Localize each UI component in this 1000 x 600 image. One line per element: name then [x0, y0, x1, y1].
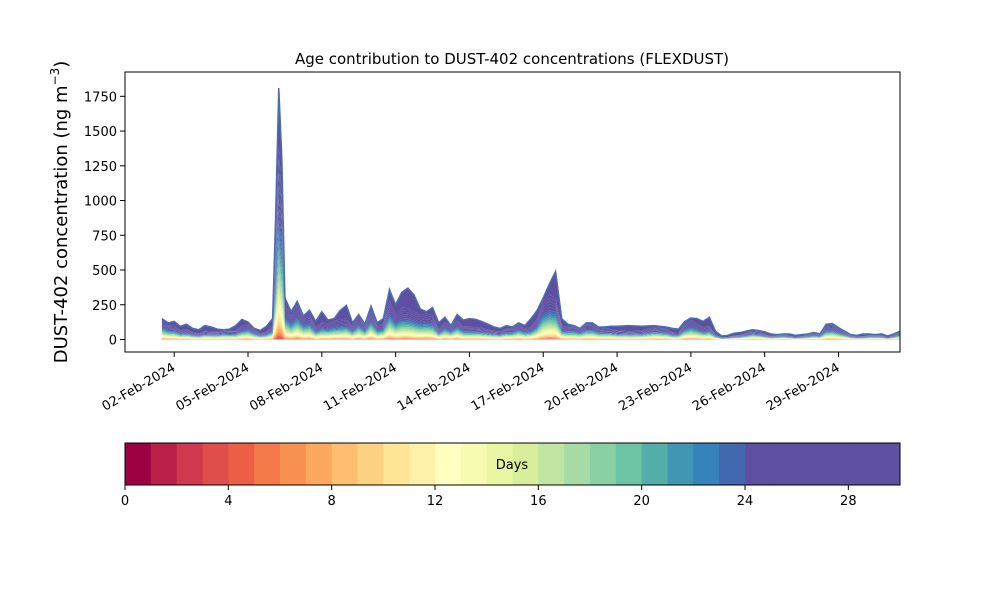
colorbar-swatch: [848, 443, 875, 485]
colorbar-swatch: [150, 443, 178, 485]
y-axis-label-sup: −3: [48, 68, 62, 86]
colorbar-tick-label: 8: [328, 494, 336, 509]
colorbar-swatch: [693, 443, 720, 485]
colorbar-axis: 0 4 8 12 16 20 24 28: [121, 485, 857, 509]
colorbar-swatch: [590, 443, 617, 485]
colorbar-tick-label: 28: [840, 494, 857, 509]
colorbar-swatch: [512, 443, 539, 485]
colorbar-swatch: [460, 443, 488, 485]
y-tick-label: 0: [109, 333, 117, 348]
x-tick-label: 23-Feb-2024: [616, 360, 695, 414]
colorbar-swatch: [538, 443, 565, 485]
colorbar-swatch: [796, 443, 823, 485]
chart-title: Age contribution to DUST-402 concentrati…: [295, 50, 729, 68]
plot-area: [161, 87, 900, 340]
x-tick-label: 08-Feb-2024: [247, 360, 326, 414]
colorbar-tick-label: 20: [633, 494, 650, 509]
total-series-line: [161, 87, 900, 337]
y-axis: 0 250 500 750 1000 1250 1500 1750: [84, 90, 125, 348]
x-tick-label: 20-Feb-2024: [543, 360, 622, 414]
colorbar-swatch: [305, 443, 333, 485]
colorbar-tick-label: 4: [224, 494, 232, 509]
y-tick-label: 1750: [84, 90, 117, 105]
y-tick-label: 750: [92, 229, 117, 244]
svg-text:DUST-402 concentration (ng m−3: DUST-402 concentration (ng m−3): [48, 61, 72, 364]
colorbar-swatch: [745, 443, 772, 485]
y-axis-label-text: DUST-402 concentration (ng m: [51, 85, 72, 363]
colorbar-swatch: [176, 443, 203, 485]
y-tick-label: 250: [92, 299, 117, 314]
colorbar-swatch: [564, 443, 591, 485]
colorbar-tick-label: 0: [121, 494, 129, 509]
colorbar-swatch: [435, 443, 462, 485]
colorbar-swatch: [486, 443, 513, 485]
x-tick-label: 29-Feb-2024: [764, 360, 843, 414]
colorbar-swatch: [125, 443, 152, 485]
y-axis-label-close: ): [51, 61, 72, 68]
colorbar-swatch: [280, 443, 307, 485]
colorbar-swatch: [822, 443, 849, 485]
x-axis: 02-Feb-202405-Feb-202408-Feb-202411-Feb-…: [100, 352, 843, 414]
colorbar-swatch: [228, 443, 255, 485]
colorbar-swatch: [202, 443, 229, 485]
colorbar-swatch: [667, 443, 694, 485]
colorbar-tick-label: 12: [427, 494, 444, 509]
y-tick-label: 500: [92, 264, 117, 279]
colorbar-swatch: [770, 443, 798, 485]
colorbar-swatch: [874, 443, 901, 485]
colorbar-swatch: [409, 443, 436, 485]
colorbar-swatch: [383, 443, 410, 485]
colorbar-swatch: [357, 443, 384, 485]
x-tick-label: 17-Feb-2024: [469, 360, 548, 414]
x-tick-label: 14-Feb-2024: [395, 360, 474, 414]
y-axis-label: DUST-402 concentration (ng m−3): [48, 61, 72, 364]
x-tick-label: 02-Feb-2024: [100, 360, 179, 414]
x-tick-label: 05-Feb-2024: [173, 360, 252, 414]
colorbar-label: Days: [496, 458, 529, 473]
colorbar-tick-label: 24: [737, 494, 754, 509]
colorbar-swatch: [254, 443, 281, 485]
colorbar: [125, 443, 901, 485]
y-tick-label: 1000: [84, 195, 117, 210]
colorbar-swatch: [331, 443, 358, 485]
colorbar-swatch: [719, 443, 746, 485]
y-tick-label: 1250: [84, 160, 117, 175]
colorbar-swatch: [641, 443, 668, 485]
colorbar-tick-label: 16: [530, 494, 547, 509]
colorbar-frame: [124, 442, 901, 486]
y-tick-label: 1500: [84, 125, 117, 140]
x-tick-label: 26-Feb-2024: [690, 360, 769, 414]
colorbar-swatch: [615, 443, 643, 485]
x-tick-label: 11-Feb-2024: [321, 360, 400, 414]
plot-frame: [124, 71, 901, 353]
